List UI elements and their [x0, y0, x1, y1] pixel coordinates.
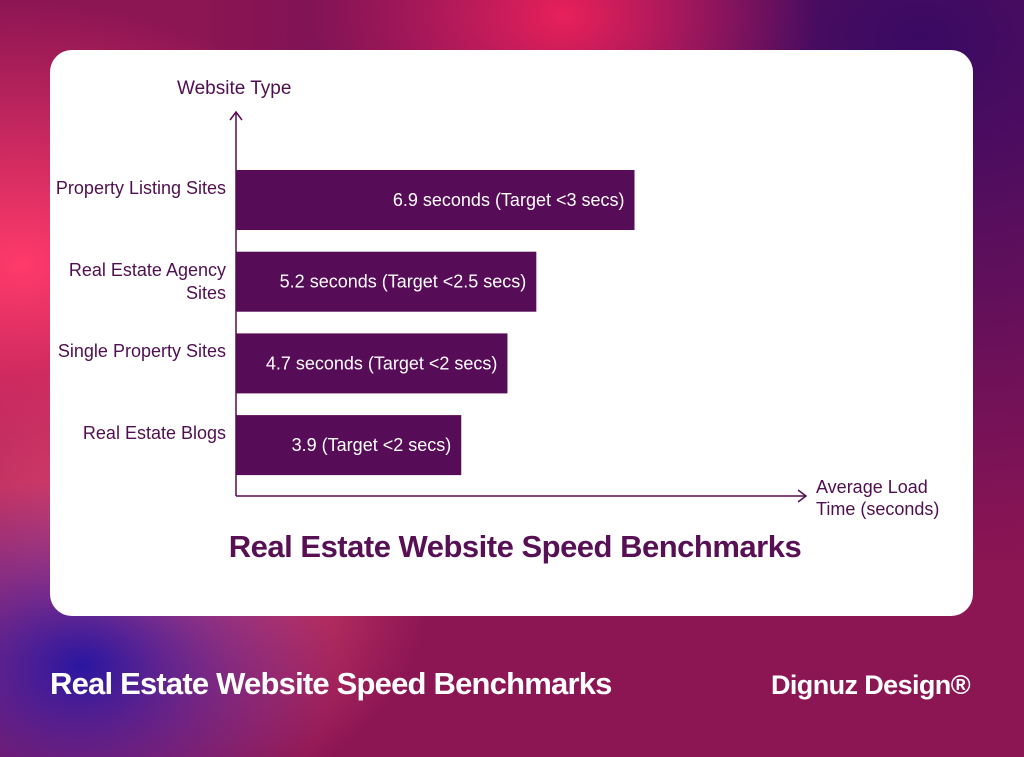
y-axis-arrowhead [229, 110, 243, 121]
footer-title: Real Estate Website Speed Benchmarks [50, 666, 612, 701]
bar-chart: 6.9 seconds (Target <3 secs) 5.2 seconds … [229, 110, 808, 503]
bar-data-label: 4.7 seconds (Target <2 secs) [266, 353, 498, 373]
bar [236, 415, 462, 476]
category-label: Real Estate Agency Sites [68, 259, 226, 303]
bar [236, 251, 537, 312]
bar-data-label: 3.9 (Target <2 secs) [292, 435, 452, 455]
category-label: Property Listing Sites [55, 178, 226, 198]
x-axis-label: Average Load Time (seconds) [816, 477, 940, 519]
bar [236, 170, 635, 230]
x-axis-arrowhead [797, 489, 808, 503]
bar-data-label: 6.9 seconds (Target <3 secs) [393, 190, 625, 210]
brand-logo: Dignuz Design® [771, 670, 971, 700]
bar-data-label: 5.2 seconds (Target <2.5 secs) [280, 272, 527, 292]
category-label: Single Property Sites [57, 341, 226, 362]
chart-title: Real Estate Website Speed Benchmarks [228, 529, 802, 564]
chart-card: 6.9 seconds (Target <3 secs) 5.2 seconds … [50, 50, 973, 616]
category-label: Real Estate Blogs [82, 423, 226, 444]
y-axis-label: Website Type [177, 78, 292, 99]
bar [236, 333, 508, 394]
